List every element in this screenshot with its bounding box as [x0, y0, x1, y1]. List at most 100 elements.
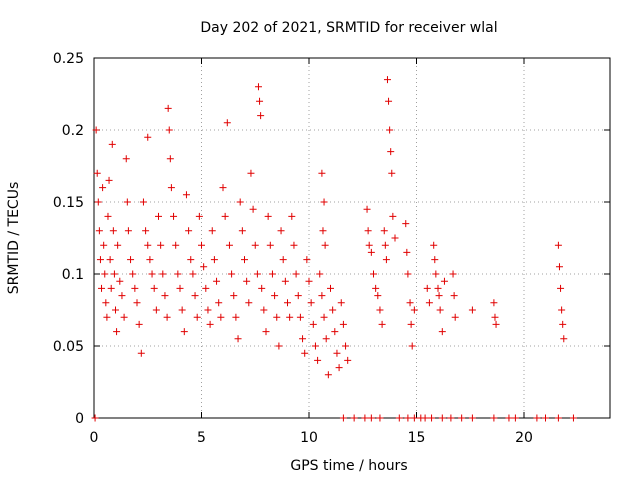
- data-point: [490, 414, 498, 422]
- data-point: [118, 292, 126, 300]
- data-point: [187, 256, 195, 264]
- data-point: [350, 414, 358, 422]
- data-point: [107, 284, 115, 292]
- data-point: [103, 313, 111, 321]
- data-point: [430, 241, 438, 249]
- data-point: [329, 306, 337, 314]
- data-point: [299, 335, 307, 343]
- data-point: [217, 313, 225, 321]
- data-point: [254, 83, 262, 91]
- data-point: [395, 414, 403, 422]
- data-point: [200, 263, 208, 271]
- data-point: [164, 104, 172, 112]
- x-tick-label: 5: [197, 430, 206, 446]
- x-tick-label: 0: [90, 430, 99, 446]
- data-point: [146, 256, 154, 264]
- data-point: [319, 227, 327, 235]
- data-point: [284, 299, 291, 307]
- data-point: [406, 299, 414, 307]
- data-point: [288, 212, 296, 220]
- data-point: [108, 140, 116, 148]
- data-point: [135, 320, 143, 328]
- data-point: [428, 414, 436, 422]
- y-tick-label: 0.15: [53, 195, 84, 211]
- data-point: [555, 263, 563, 271]
- data-point: [161, 292, 169, 300]
- data-point: [376, 414, 384, 422]
- data-point: [331, 328, 339, 336]
- data-point: [191, 292, 199, 300]
- data-point: [110, 270, 118, 278]
- data-point: [96, 256, 104, 264]
- chart-title: Day 202 of 2021, SRMTID for receiver wla…: [200, 20, 497, 36]
- data-point: [505, 414, 513, 422]
- data-point: [318, 292, 326, 300]
- data-point: [365, 241, 373, 249]
- data-point: [155, 212, 162, 220]
- data-point: [228, 270, 236, 278]
- data-point: [101, 270, 109, 278]
- data-point: [180, 328, 188, 336]
- data-point: [322, 335, 330, 343]
- data-point: [434, 284, 442, 292]
- plot-frame: [93, 57, 611, 419]
- data-point: [423, 284, 431, 292]
- data-point: [92, 126, 100, 134]
- data-point: [100, 241, 108, 249]
- data-point: [511, 414, 519, 422]
- data-point: [386, 126, 394, 134]
- data-point: [387, 148, 395, 156]
- data-point: [152, 306, 160, 314]
- y-tick-label: 0.1: [62, 267, 84, 283]
- data-point: [258, 284, 266, 292]
- data-point: [208, 227, 216, 235]
- data-point: [335, 364, 343, 372]
- data-point: [559, 320, 567, 328]
- data-point: [558, 306, 566, 314]
- data-point: [93, 169, 101, 177]
- data-point: [253, 270, 261, 278]
- data-point: [294, 292, 302, 300]
- data-point: [339, 414, 347, 422]
- data-point: [403, 248, 411, 256]
- data-point: [264, 212, 272, 220]
- data-point: [109, 227, 117, 235]
- data-point: [178, 306, 186, 314]
- data-point: [367, 248, 375, 256]
- data-point: [260, 306, 268, 314]
- data-point: [251, 241, 259, 249]
- data-point: [174, 270, 182, 278]
- data-point: [404, 270, 412, 278]
- data-point: [142, 227, 150, 235]
- data-point: [139, 198, 147, 206]
- data-point: [94, 198, 102, 206]
- data-point: [105, 176, 113, 184]
- data-point: [112, 306, 119, 314]
- data-point: [215, 299, 223, 307]
- data-point: [198, 241, 205, 249]
- data-point: [372, 284, 380, 292]
- data-point: [337, 299, 345, 307]
- data-point: [120, 313, 128, 321]
- data-point: [407, 320, 415, 328]
- data-point: [432, 270, 440, 278]
- data-point: [324, 371, 332, 379]
- data-point: [382, 256, 390, 264]
- data-point: [247, 169, 255, 177]
- data-point: [104, 212, 112, 220]
- data-point: [490, 299, 498, 307]
- data-point: [560, 335, 568, 343]
- y-tick-label: 0.05: [53, 339, 84, 355]
- data-point: [380, 227, 388, 235]
- data-point: [273, 313, 281, 321]
- axis-ticks: 0 5 10 15 20 0 0.05 0.1 0.15 0.2 0.25: [53, 51, 610, 446]
- data-point: [286, 313, 294, 321]
- data-point: [364, 227, 372, 235]
- data-point: [376, 306, 384, 314]
- data-point: [116, 277, 124, 285]
- data-point: [385, 97, 393, 105]
- data-point: [370, 270, 377, 278]
- data-point: [447, 414, 455, 422]
- data-point: [327, 284, 334, 292]
- data-point: [333, 349, 341, 357]
